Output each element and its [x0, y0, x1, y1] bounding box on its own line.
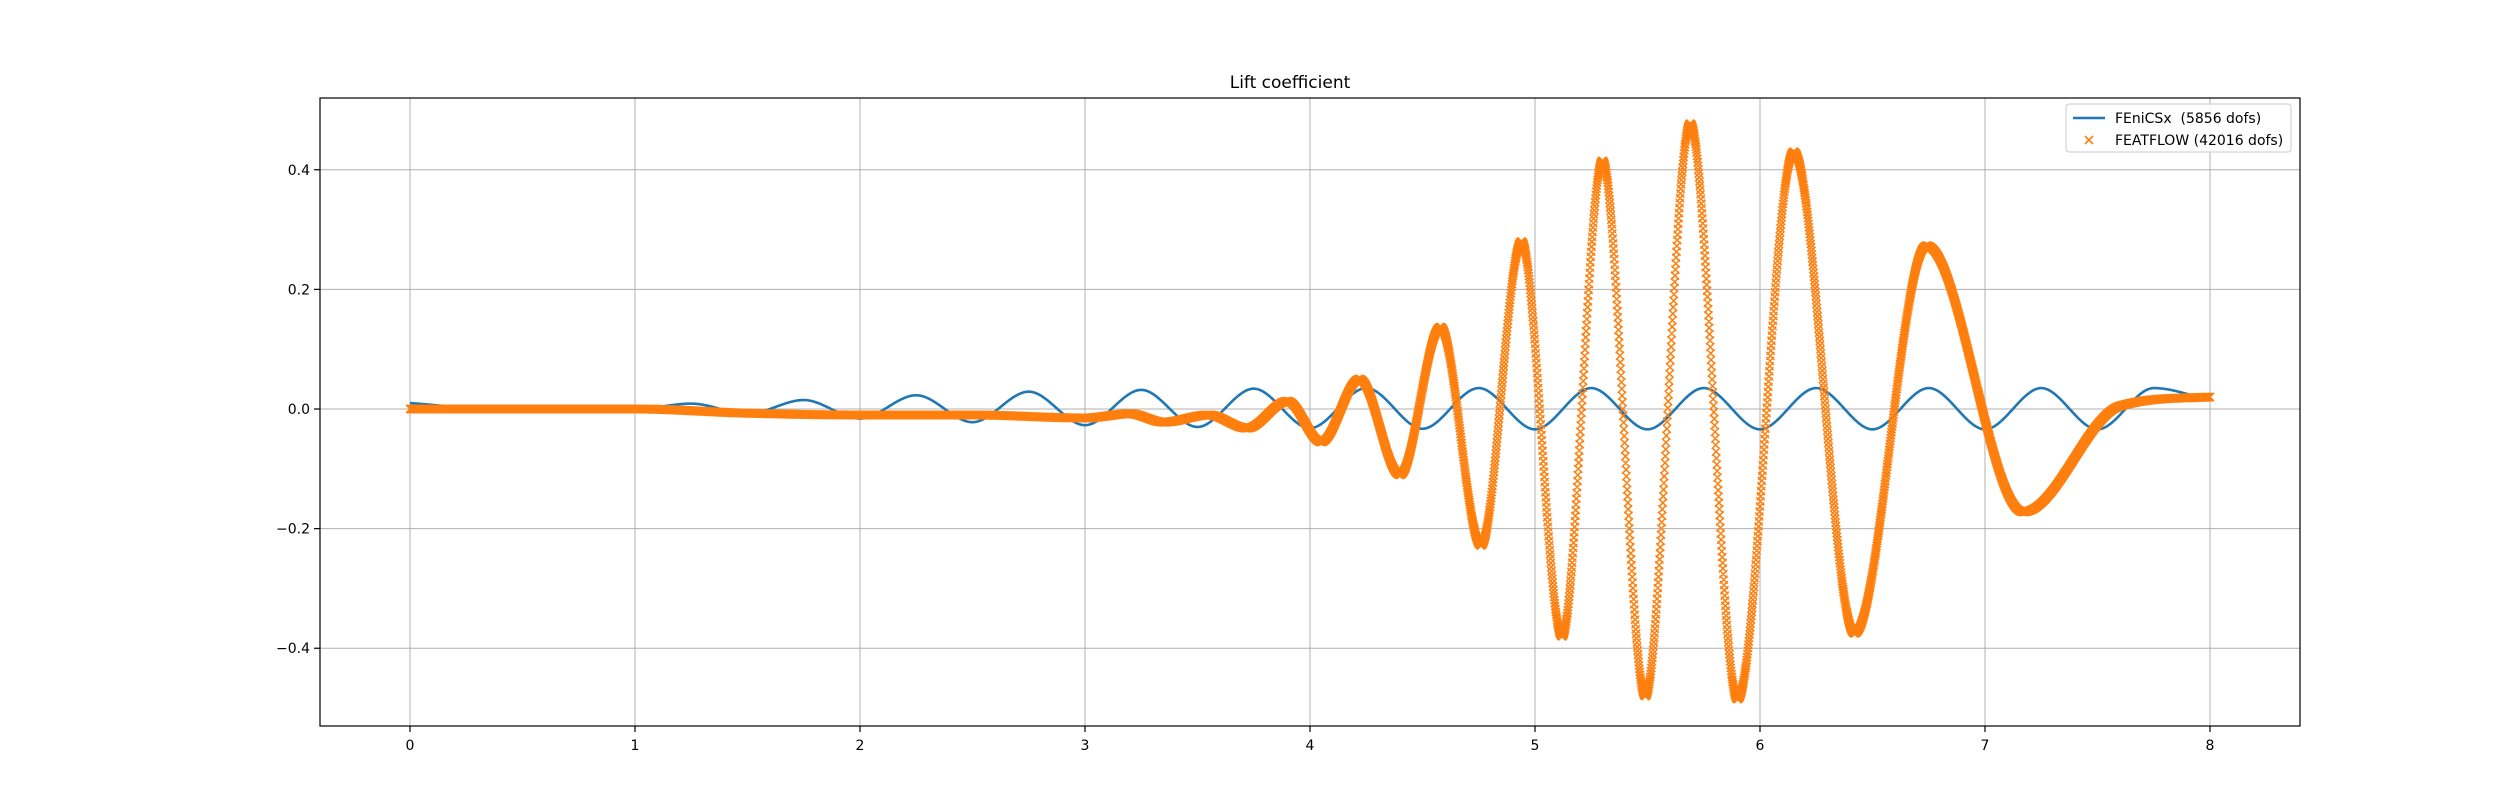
chart-title: Lift coefficient: [1230, 73, 1351, 93]
x-tick-label: 4: [1306, 738, 1315, 754]
x-tick-label: 5: [1531, 738, 1540, 754]
axis-ticks: 0 1 2 3 4 5 6 7 8 −0.4 −0.2 0.0 0.2 0.4: [276, 163, 2214, 754]
x-tick-label: 6: [1756, 738, 1765, 754]
x-tick-label: 7: [1981, 738, 1990, 754]
x-tick-label: 3: [1081, 738, 1090, 754]
legend-label-fenicsx: FEniCSx (5856 dofs): [2115, 111, 2261, 127]
x-tick-label: 8: [2206, 738, 2215, 754]
y-tick-label: 0.2: [288, 282, 310, 298]
legend-box: [2065, 103, 2292, 153]
x-tick-label: 2: [856, 738, 865, 754]
series-layer: [405, 119, 2215, 704]
y-tick-label: 0.4: [288, 163, 310, 179]
y-tick-label: 0.0: [288, 402, 310, 418]
legend-label-featflow: FEATFLOW (42016 dofs): [2115, 133, 2283, 149]
y-tick-label: −0.4: [276, 641, 310, 657]
x-tick-label: 1: [631, 738, 640, 754]
legend: FEniCSx (5856 dofs) FEATFLOW (42016 dofs…: [2065, 103, 2292, 153]
x-tick-label: 0: [406, 738, 415, 754]
legend-x-marker-icon: [2084, 135, 2094, 145]
grid-lines: [320, 98, 2300, 726]
series-markers-featflow: [405, 119, 2215, 704]
y-tick-label: −0.2: [276, 522, 310, 538]
